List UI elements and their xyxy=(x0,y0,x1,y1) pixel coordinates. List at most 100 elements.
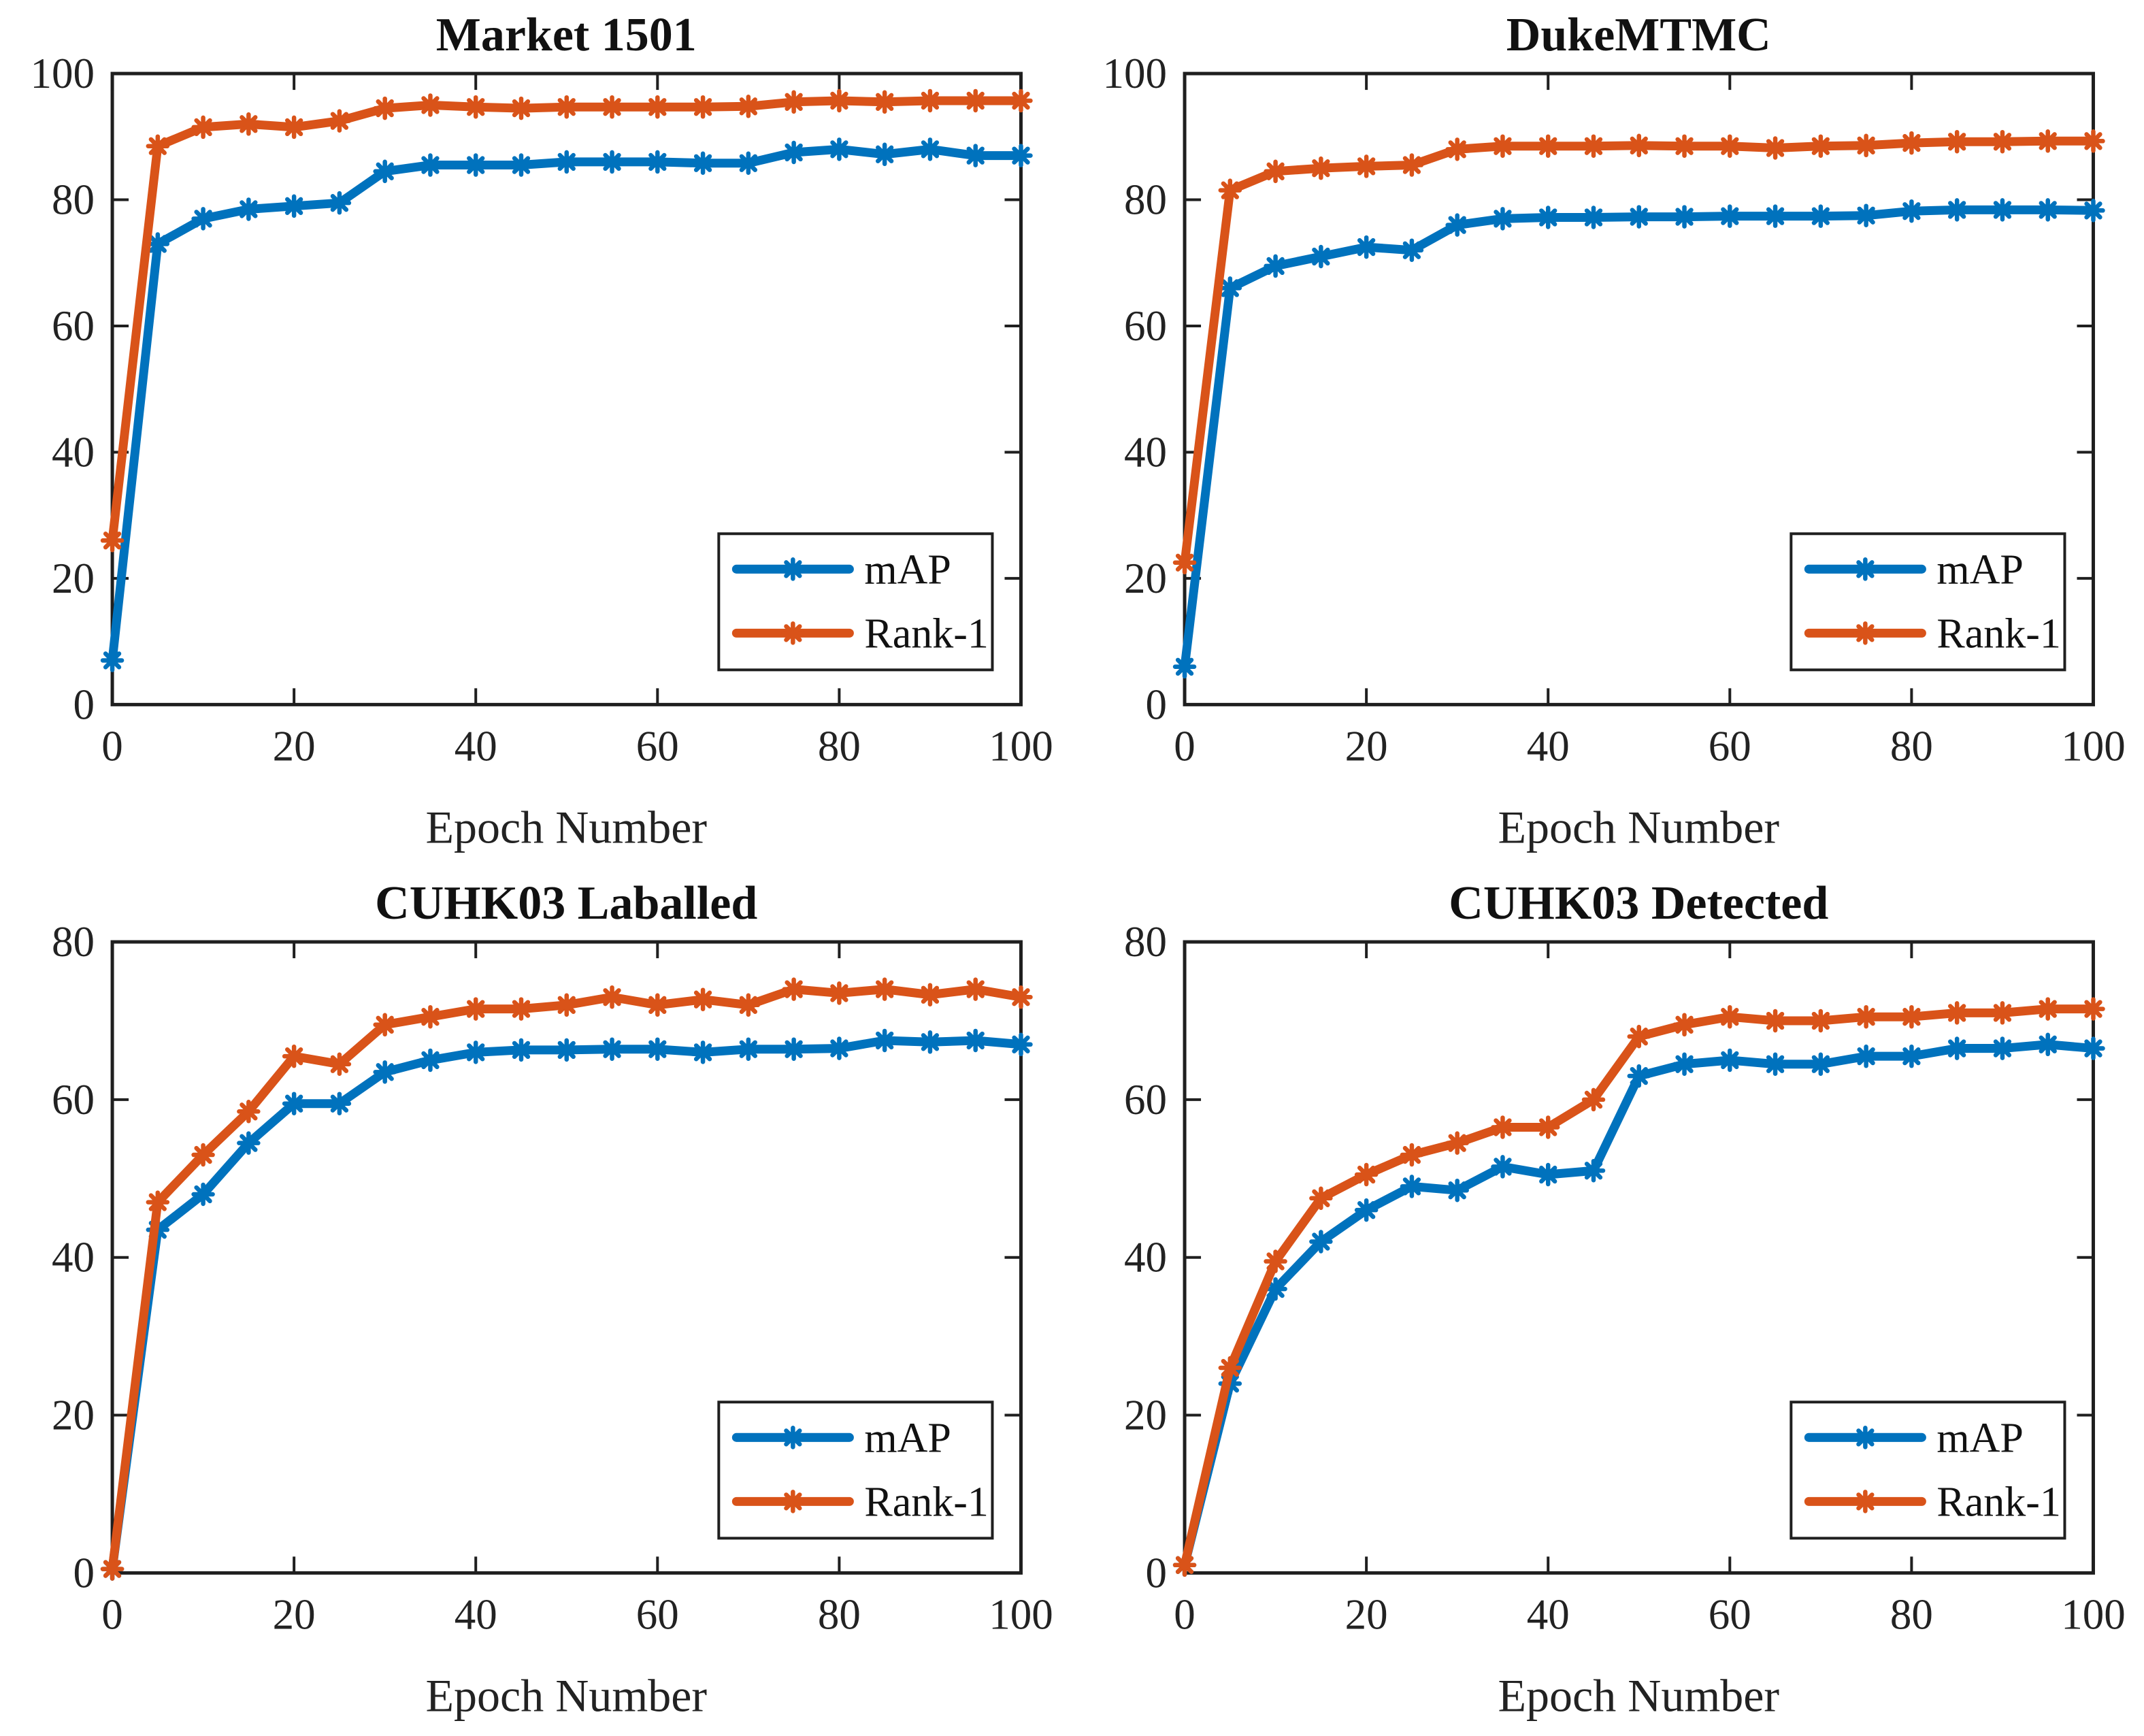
data-point-marker xyxy=(2035,1032,2060,1056)
data-point-marker xyxy=(191,115,215,140)
x-tick-label: 40 xyxy=(1526,722,1569,770)
data-point-marker xyxy=(373,1060,397,1084)
data-point-marker xyxy=(918,1030,942,1054)
data-point-marker xyxy=(1263,1249,1287,1273)
data-point-marker xyxy=(1990,129,2014,154)
data-point-marker xyxy=(600,985,624,1009)
data-point-marker xyxy=(1172,655,1196,678)
legend-sample-marker xyxy=(1853,557,1877,581)
series-rank-1 xyxy=(1172,129,2105,574)
data-point-marker xyxy=(1400,238,1423,262)
y-tick-label: 60 xyxy=(1124,302,1167,350)
x-tick-label: 40 xyxy=(455,1590,497,1638)
chart-cuhk03-detected: CUHK03 Detected 0 20 40 60 80 100 0 20 40 60 80 mAP… xyxy=(1124,877,2126,1721)
data-point-marker xyxy=(646,95,670,119)
legend-label-map: mAP xyxy=(1936,1415,2023,1461)
data-point-marker xyxy=(146,1190,170,1214)
y-tick-label: 100 xyxy=(1102,50,1167,97)
data-point-marker xyxy=(1717,1048,1742,1072)
data-point-marker xyxy=(237,112,261,136)
data-point-marker xyxy=(1945,129,1968,154)
data-point-marker xyxy=(872,1028,897,1052)
data-point-marker xyxy=(1581,1158,1605,1182)
x-tick-label: 0 xyxy=(101,1590,123,1638)
data-point-marker xyxy=(1536,134,1560,158)
legend-sample-marker xyxy=(781,1489,805,1513)
data-point-marker xyxy=(918,982,942,1006)
x-tick-label: 0 xyxy=(1174,1590,1195,1638)
y-tick-label: 0 xyxy=(1145,681,1167,728)
y-tick-label: 0 xyxy=(73,681,95,728)
data-point-marker xyxy=(1763,1009,1787,1032)
x-tick-label: 80 xyxy=(818,1590,861,1638)
y-tick-label: 0 xyxy=(1145,1549,1167,1596)
data-point-marker xyxy=(918,88,942,113)
plot-border xyxy=(1183,71,2095,706)
data-point-marker xyxy=(463,95,488,119)
data-point-marker xyxy=(2081,199,2105,223)
data-point-marker xyxy=(146,134,170,158)
legend-label-map: mAP xyxy=(864,1415,951,1461)
data-point-marker xyxy=(1809,204,1832,228)
data-point-marker xyxy=(1945,198,1968,222)
data-point-marker xyxy=(827,981,851,1005)
data-point-marker xyxy=(1445,137,1469,161)
legend-label-rank-1: Rank-1 xyxy=(864,1479,989,1525)
x-axis-label: Epoch Number xyxy=(1498,1669,1779,1721)
data-point-marker xyxy=(600,150,624,174)
legend-label-map: mAP xyxy=(864,546,951,593)
data-point-marker xyxy=(1809,1009,1832,1032)
data-point-marker xyxy=(418,93,442,117)
legend-label-rank-1: Rank-1 xyxy=(1936,610,2061,657)
data-point-marker xyxy=(146,232,170,256)
data-point-marker xyxy=(1627,205,1651,229)
chart-title: DukeMTMC xyxy=(1506,9,1770,61)
chart-cuhk03-laballed: CUHK03 Laballed 0 20 40 60 80 100 0 20 40 60 80 mAP… xyxy=(52,877,1053,1721)
x-tick-label: 60 xyxy=(1708,1590,1751,1638)
y-tick-label: 60 xyxy=(52,1075,95,1123)
x-tick-label: 60 xyxy=(636,1590,679,1638)
data-point-marker xyxy=(963,1028,987,1052)
data-point-marker xyxy=(327,191,352,215)
y-tick-label: 40 xyxy=(1124,428,1167,476)
data-point-marker xyxy=(600,1036,624,1061)
chart-cell-cuhk03-laballed: CUHK03 Laballed 0 20 40 60 80 100 0 20 40 60 80 mAP… xyxy=(0,868,1072,1736)
data-point-marker xyxy=(1009,144,1033,167)
y-tick-label: 40 xyxy=(52,428,95,476)
data-point-marker xyxy=(282,1044,306,1068)
x-tick-label: 100 xyxy=(2061,1590,2126,1638)
y-tick-label: 40 xyxy=(1124,1233,1167,1281)
data-point-marker xyxy=(100,529,125,553)
y-tick-label: 80 xyxy=(1124,918,1167,966)
data-point-marker xyxy=(1899,131,1924,155)
legend-sample-marker xyxy=(781,1425,805,1450)
data-point-marker xyxy=(782,90,806,114)
x-tick-label: 20 xyxy=(273,1590,316,1638)
data-point-marker xyxy=(327,1091,352,1115)
data-point-marker xyxy=(237,197,261,221)
data-point-marker xyxy=(327,109,352,133)
data-point-marker xyxy=(1490,1154,1515,1179)
data-point-marker xyxy=(1853,203,1878,227)
data-point-marker xyxy=(555,1038,579,1062)
series-rank-1 xyxy=(100,977,1033,1581)
data-point-marker xyxy=(1308,1186,1333,1210)
series-rank-1 xyxy=(100,88,1033,553)
data-point-marker xyxy=(100,649,125,672)
plot-area: 0 20 40 60 80 100 0 20 40 60 80 mAP Rank-1 xyxy=(52,918,1053,1638)
data-point-marker xyxy=(918,137,942,161)
data-point-marker xyxy=(509,153,533,177)
data-point-marker xyxy=(282,194,306,218)
x-axis-label: Epoch Number xyxy=(425,1669,707,1721)
data-point-marker xyxy=(555,993,579,1017)
y-tick-label: 60 xyxy=(1124,1075,1167,1123)
legend-sample-marker xyxy=(1853,1489,1877,1513)
y-tick-label: 60 xyxy=(52,302,95,350)
data-point-marker xyxy=(1400,153,1423,177)
data-point-marker xyxy=(191,207,215,231)
x-tick-label: 40 xyxy=(455,722,497,770)
data-point-marker xyxy=(237,1099,261,1124)
legend-sample-marker xyxy=(1853,621,1877,645)
series-map xyxy=(100,137,1033,672)
legend: mAP Rank-1 xyxy=(1789,532,2066,672)
